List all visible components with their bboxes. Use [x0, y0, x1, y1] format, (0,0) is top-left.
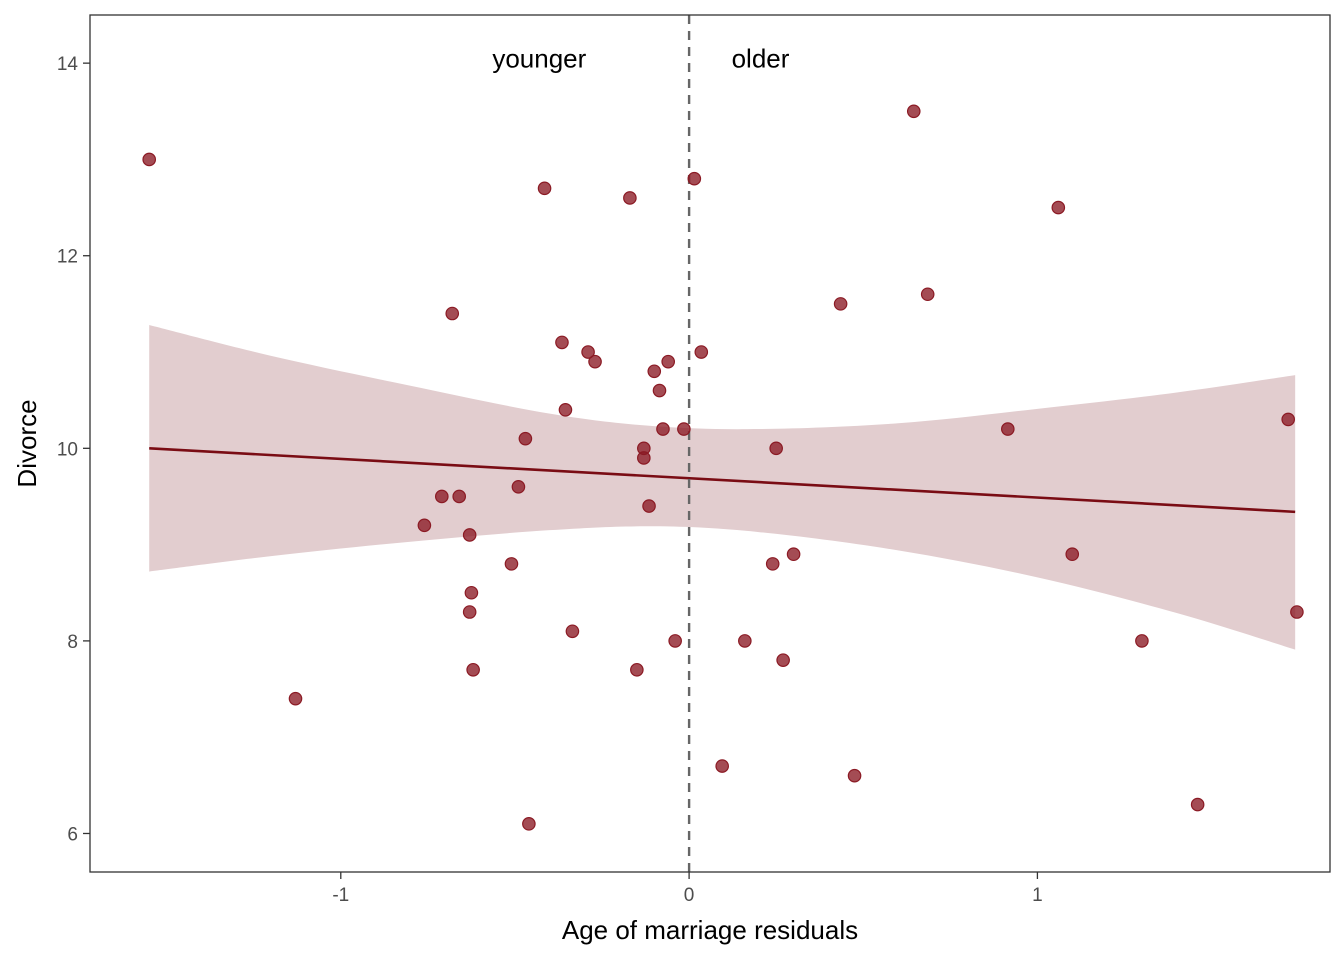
- data-point: [452, 489, 467, 504]
- data-point: [715, 759, 729, 773]
- data-point: [462, 528, 477, 542]
- data-point: [765, 557, 780, 571]
- y-tick-label: 6: [67, 824, 78, 845]
- data-point: [558, 402, 573, 417]
- y-tick-label: 12: [57, 247, 78, 268]
- data-point: [522, 817, 536, 831]
- axes-layer: 6 8 10 12 14 -1 0 1: [57, 54, 1043, 906]
- data-point: [565, 624, 580, 639]
- data-point: [677, 422, 691, 436]
- data-point: [661, 354, 676, 369]
- data-point: [1281, 412, 1296, 427]
- y-tick-label: 14: [57, 54, 79, 75]
- data-point: [769, 441, 783, 456]
- data-point: [462, 605, 477, 619]
- confidence-band: [149, 325, 1296, 650]
- data-point: [642, 499, 656, 513]
- data-point: [518, 431, 533, 446]
- x-tick-label: 1: [1032, 885, 1043, 906]
- data-point: [417, 518, 432, 533]
- data-points-layer: [142, 104, 1304, 831]
- data-point: [637, 451, 651, 465]
- data-point: [434, 489, 449, 504]
- x-tick-label: -1: [332, 885, 349, 906]
- data-point: [647, 364, 662, 379]
- data-point: [776, 653, 790, 667]
- data-point: [687, 171, 702, 186]
- data-point: [555, 335, 569, 350]
- data-point: [588, 354, 602, 369]
- data-point: [786, 547, 801, 562]
- y-tick-label: 8: [67, 632, 78, 653]
- annotation-older: older: [732, 43, 790, 73]
- data-point: [738, 634, 752, 648]
- plot-panel-border: [89, 14, 1331, 873]
- y-axis-title: Divorce: [12, 399, 42, 487]
- data-point: [623, 191, 637, 205]
- data-point: [464, 585, 479, 600]
- data-point: [1051, 200, 1066, 215]
- x-axis-title: Age of marriage residuals: [562, 915, 858, 945]
- data-point: [142, 152, 157, 167]
- annotation-younger: younger: [492, 43, 586, 73]
- y-tick-label: 10: [57, 439, 78, 460]
- data-point: [511, 480, 526, 494]
- data-point: [288, 691, 303, 706]
- data-point: [466, 662, 480, 677]
- data-point: [694, 345, 709, 359]
- data-point: [1135, 634, 1149, 648]
- data-point: [504, 557, 519, 571]
- data-point: [1190, 797, 1205, 812]
- data-point: [1001, 422, 1015, 436]
- data-point: [1290, 605, 1304, 619]
- data-point: [537, 181, 552, 196]
- data-point: [445, 306, 460, 321]
- fit-line-layer: [149, 447, 1296, 514]
- data-point: [652, 383, 667, 398]
- data-point: [920, 287, 935, 302]
- data-point: [847, 768, 862, 783]
- confidence-band-layer: [149, 325, 1296, 650]
- data-point: [668, 634, 682, 648]
- data-point: [581, 345, 595, 359]
- data-point: [630, 662, 644, 677]
- data-point: [656, 422, 670, 436]
- data-point: [906, 104, 921, 119]
- x-tick-label: 0: [684, 885, 695, 906]
- regression-line: [149, 447, 1296, 514]
- data-point: [1065, 547, 1080, 562]
- data-point: [833, 297, 848, 311]
